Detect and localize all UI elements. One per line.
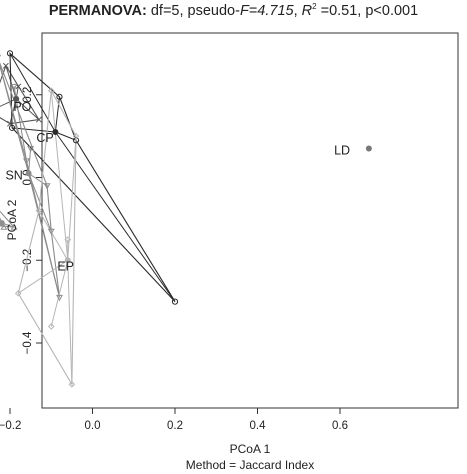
x-marker <box>2 62 9 69</box>
spider-line-cp <box>9 53 56 133</box>
title-r-sup: 2 <box>312 2 317 11</box>
title-sep: , <box>293 2 302 19</box>
spider-line-ep <box>38 210 69 261</box>
centroid-cp <box>52 128 59 135</box>
circle-marker <box>56 93 63 100</box>
title-r: R <box>301 2 313 19</box>
diamond-marker <box>14 290 22 297</box>
title-part1: df=5, pseudo- <box>146 2 240 19</box>
spider-line-ep <box>50 90 69 261</box>
group-label-cp: CP <box>36 131 53 145</box>
x-axis: −0.2 0.0 0.2 0.4 0.6 <box>0 408 348 432</box>
spider-line-ep <box>17 259 69 294</box>
triangle-down-marker <box>23 158 30 165</box>
triangle-marker <box>10 223 18 230</box>
y-axis-title: PCoA 2 <box>5 199 19 240</box>
spider-line-cp <box>12 127 56 133</box>
x-tick-label: 0.2 <box>167 420 183 432</box>
centroid-po <box>13 95 20 102</box>
triangle-down-marker <box>47 228 55 235</box>
plot-frame <box>41 32 459 409</box>
triangle-down-marker <box>27 145 35 153</box>
title-part2: =0.51, p<0.001 <box>316 2 419 19</box>
x-tick-label: −0.2 <box>0 420 21 432</box>
group-hulls <box>0 52 176 387</box>
triangle-marker <box>0 223 8 230</box>
centroid-lm <box>0 220 5 227</box>
spider-line-cp <box>55 131 77 141</box>
x-axis-subtitle: Method = Jaccard Index <box>186 458 314 472</box>
centroid-ep <box>64 257 71 264</box>
group-label-ep: EP <box>57 259 74 273</box>
title-bold: PERMANOVA: <box>48 2 147 19</box>
diamond-marker <box>72 132 80 140</box>
diamond-marker <box>47 87 55 94</box>
title-f: F <box>239 2 249 19</box>
spider-line-ep <box>67 260 73 385</box>
spider-line-ep <box>50 260 69 327</box>
x-tick-label: 0.0 <box>85 420 101 432</box>
chart-title: PERMANOVA: df=5, pseudo-F=4.715, R2 =0.5… <box>0 2 467 19</box>
group-label-sn: SN <box>5 168 22 182</box>
y-axis: −0.4−0.20.00.2 <box>22 87 42 354</box>
circle-marker <box>8 124 16 131</box>
centroid-ld <box>365 145 372 152</box>
title-eq: = <box>248 2 258 19</box>
group-labels: POCPSNLMEPLD <box>5 100 350 273</box>
diamond-marker <box>47 323 55 330</box>
x-tick-label: 0.4 <box>250 420 267 432</box>
triangle-down-marker <box>43 183 51 190</box>
group-label-ld: LD <box>334 144 350 158</box>
spider-line-po <box>15 98 40 120</box>
x-marker <box>35 116 42 123</box>
triangle-down-marker <box>10 83 18 91</box>
hull-ep <box>17 88 77 387</box>
hull-lm <box>0 210 16 228</box>
x-tick-label: 0.6 <box>332 420 348 432</box>
group-centroids <box>0 95 372 264</box>
data-points <box>0 50 179 388</box>
centroid-sn <box>25 170 32 177</box>
x-axis-title: PCoA 1 <box>230 442 271 456</box>
diamond-marker <box>68 381 76 388</box>
group-label-po: PO <box>13 100 31 114</box>
diamond-marker <box>35 207 43 214</box>
title-f-value: 4.715 <box>257 2 294 19</box>
y-tick-label: −0.4 <box>22 331 34 354</box>
diamond-marker <box>64 236 72 243</box>
circle-marker <box>171 298 179 305</box>
circle-marker <box>72 137 80 144</box>
circle-marker <box>6 50 14 57</box>
spider-line-cp <box>54 96 60 133</box>
spider-line-ep <box>67 136 77 261</box>
triangle-down-marker <box>56 294 63 302</box>
hull-sn <box>0 62 61 298</box>
